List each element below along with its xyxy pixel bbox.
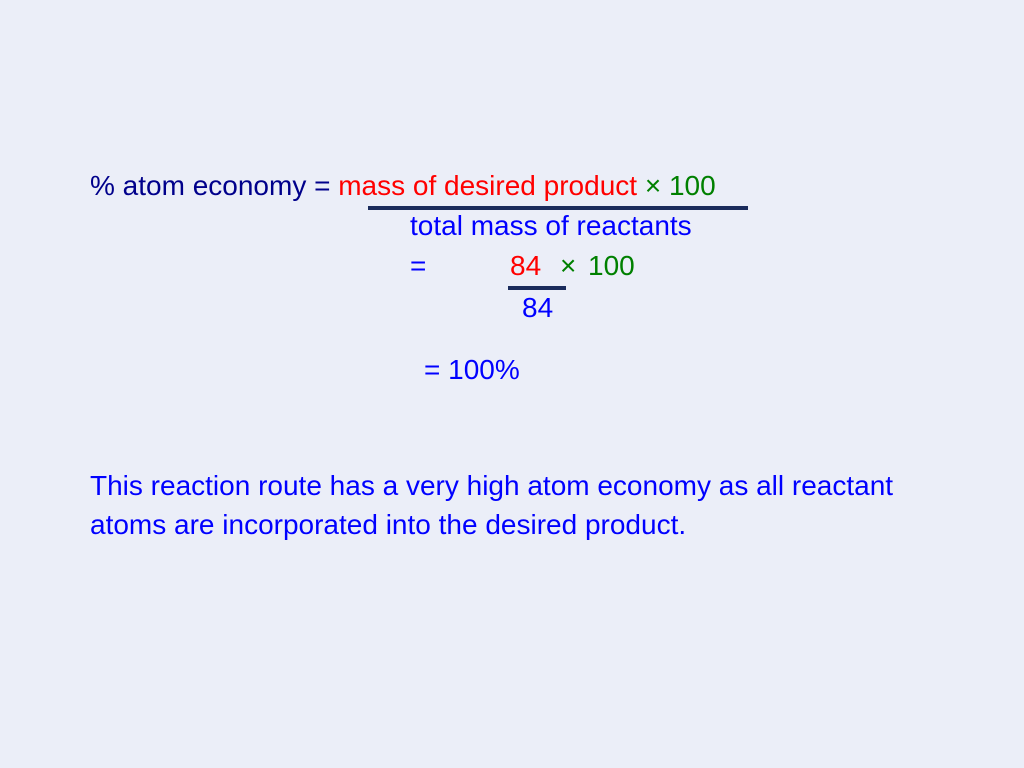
formula-line-2: total mass of reactants <box>410 210 940 242</box>
formula-denominator: total mass of reactants <box>410 210 692 241</box>
slide-content: % atom economy = mass of desired product… <box>90 170 940 544</box>
fraction-line-1 <box>368 206 748 210</box>
times-sign: × <box>560 250 588 282</box>
formula-line-3: =84× 100 <box>410 250 940 282</box>
formula-result: = 100% <box>424 354 940 386</box>
explanation-text: This reaction route has a very high atom… <box>90 466 940 544</box>
numerator-value: 84 <box>510 250 560 282</box>
fraction-line-2 <box>508 286 566 290</box>
equals-sign: = <box>410 250 510 282</box>
formula-numerator: mass of desired product <box>338 170 637 201</box>
formula-hundred: 100 <box>669 170 716 201</box>
formula-line-4: 84 <box>522 292 940 324</box>
result-value: = 100% <box>424 354 520 385</box>
formula-times: × <box>637 170 669 201</box>
formula-line-1: % atom economy = mass of desired product… <box>90 170 940 202</box>
formula-label: % atom economy = <box>90 170 338 201</box>
denominator-value: 84 <box>522 292 553 323</box>
hundred-value: 100 <box>588 250 635 281</box>
